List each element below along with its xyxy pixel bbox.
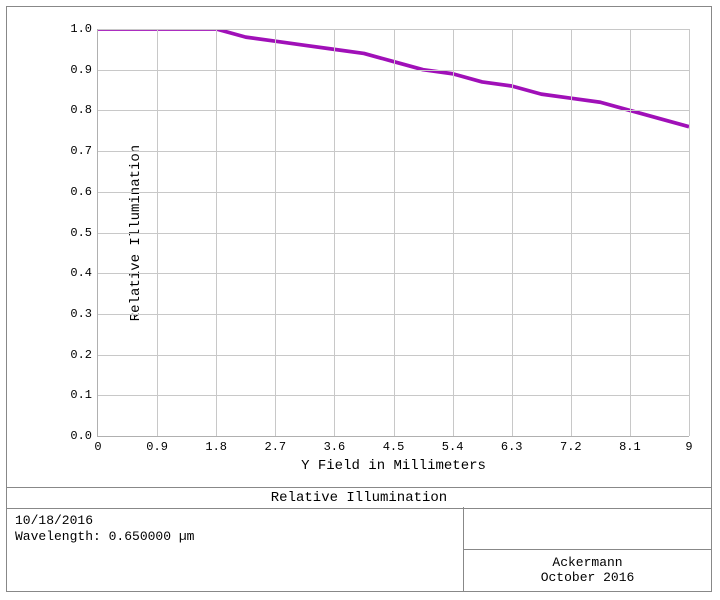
gridline-h [98,29,689,30]
info-right-blank [464,507,711,550]
gridline-h [98,70,689,71]
xtick-label: 4.5 [383,436,405,454]
gridline-h [98,192,689,193]
info-wavelength: Wavelength: 0.650000 µm [15,529,194,544]
gridline-h [98,233,689,234]
ytick-label: 0.4 [70,266,98,280]
xtick-label: 8.1 [619,436,641,454]
gridline-h [98,355,689,356]
outer-frame: Relative Illumination Y Field in Millime… [6,6,712,592]
ytick-label: 0.3 [70,307,98,321]
xtick-label: 3.6 [324,436,346,454]
credit-box: Ackermann October 2016 [464,550,711,592]
info-row: 10/18/2016 Wavelength: 0.650000 µm Acker… [7,507,711,591]
ytick-label: 0.9 [70,63,98,77]
gridline-v [689,29,690,436]
xtick-label: 2.7 [264,436,286,454]
xtick-label: 7.2 [560,436,582,454]
ytick-label: 0.0 [70,429,98,443]
gridline-h [98,395,689,396]
info-right-panel: Ackermann October 2016 [464,507,711,591]
credit-date: October 2016 [464,570,711,585]
xtick-label: 0.9 [146,436,168,454]
ytick-label: 0.2 [70,348,98,362]
chart-area: Relative Illumination Y Field in Millime… [29,17,709,487]
ytick-label: 0.1 [70,388,98,402]
xtick-label: 6.3 [501,436,523,454]
ytick-label: 0.8 [70,103,98,117]
ytick-label: 1.0 [70,22,98,36]
gridline-h [98,273,689,274]
gridline-h [98,314,689,315]
chart-title-row: Relative Illumination [7,487,711,509]
chart-title: Relative Illumination [271,490,447,506]
info-left-panel: 10/18/2016 Wavelength: 0.650000 µm [7,507,464,591]
ytick-label: 0.6 [70,185,98,199]
plot-region: Relative Illumination Y Field in Millime… [97,29,689,437]
ytick-label: 0.7 [70,144,98,158]
xtick-label: 9 [685,436,692,454]
xtick-label: 1.8 [205,436,227,454]
xtick-label: 5.4 [442,436,464,454]
gridline-h [98,151,689,152]
ytick-label: 0.5 [70,226,98,240]
credit-name: Ackermann [464,555,711,570]
gridline-h [98,110,689,111]
info-date: 10/18/2016 [15,513,93,528]
